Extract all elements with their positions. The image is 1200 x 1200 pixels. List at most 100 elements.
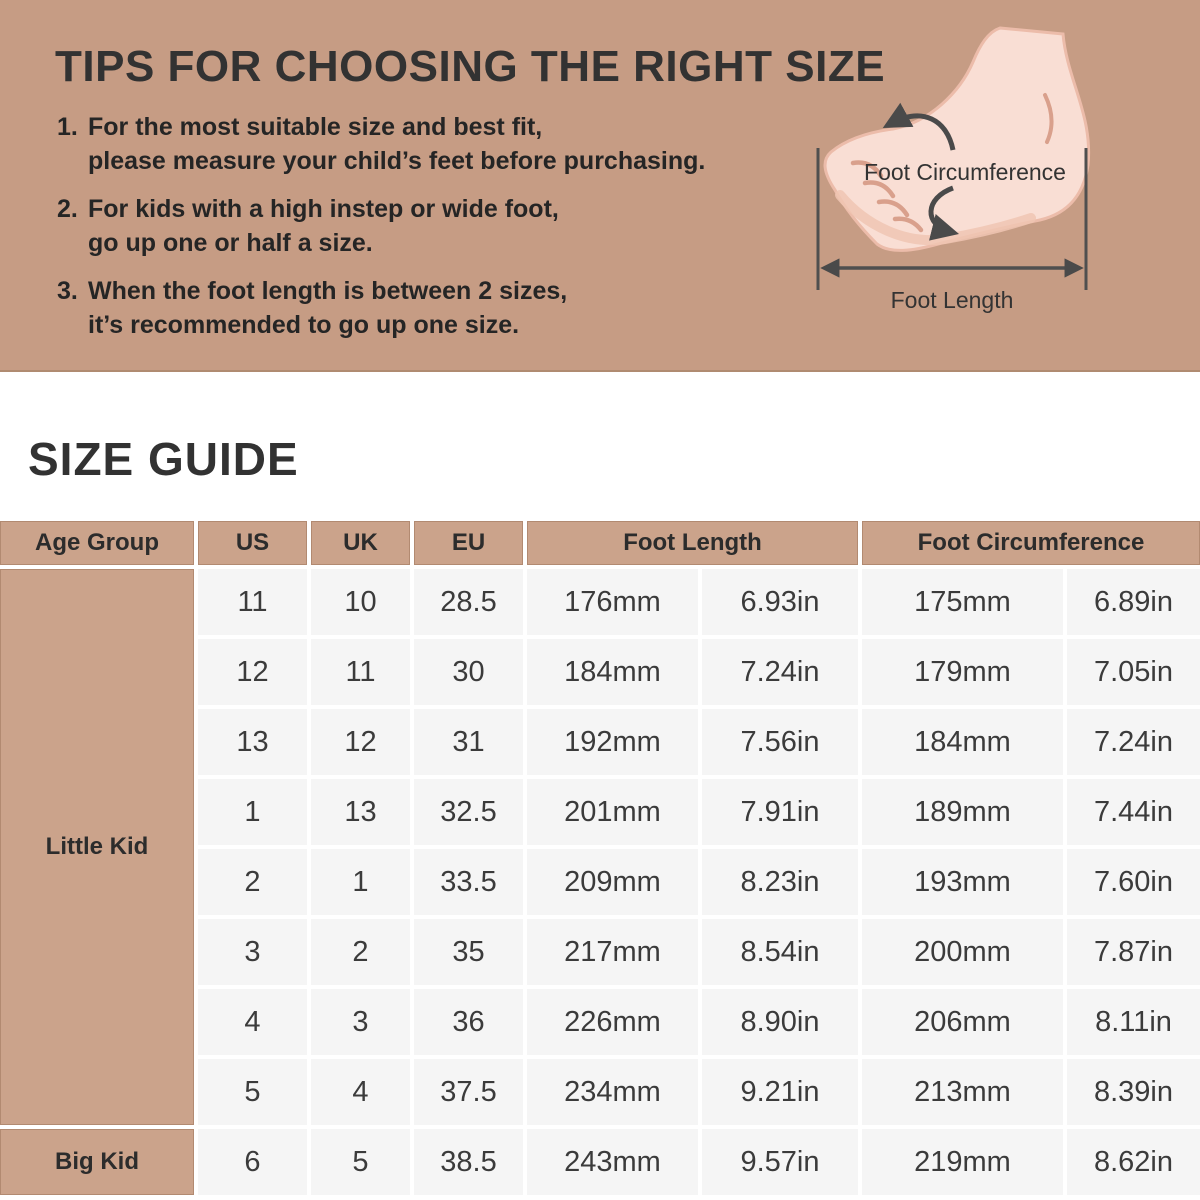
ankle-crease xyxy=(1043,93,1054,144)
tip-number: 1. xyxy=(57,113,78,141)
size-cell-uk: 11 xyxy=(311,639,410,705)
size-cell-foot_circ_mm: 206mm xyxy=(862,989,1063,1055)
size-cell-us: 11 xyxy=(198,569,307,635)
tip-line: please measure your child’s feet before … xyxy=(88,147,706,175)
size-cell-foot_circ_in: 7.05in xyxy=(1067,639,1200,705)
foot-circumference-label: Foot Circumference xyxy=(864,159,1066,185)
tips-section: TIPS FOR CHOOSING THE RIGHT SIZE 1. For … xyxy=(0,0,1200,372)
size-cell-foot_circ_in: 8.62in xyxy=(1067,1129,1200,1195)
table-row: Little Kid 11 10 28.5 176mm 6.93in 175mm 6.89in xyxy=(0,569,1200,1125)
tip-item-3: 3. When the foot length is between 2 siz… xyxy=(57,274,777,342)
size-cell-uk: 2 xyxy=(311,919,410,985)
table-row: 3 2 35 217mm 8.54in 200mm 7.87in xyxy=(0,919,1200,985)
header-us: US xyxy=(198,521,307,565)
size-cell-foot_length_mm: 176mm xyxy=(527,569,698,635)
size-cell-foot_circ_mm: 175mm xyxy=(862,569,1063,635)
size-cell-foot_length_in: 9.21in xyxy=(702,1059,858,1125)
size-cell-us: 1 xyxy=(198,779,307,845)
tip-number: 2. xyxy=(57,195,78,223)
size-cell-uk: 3 xyxy=(311,989,410,1055)
size-cell-foot_length_mm: 209mm xyxy=(527,849,698,915)
size-cell-eu: 33.5 xyxy=(414,849,523,915)
size-cell-eu: 32.5 xyxy=(414,779,523,845)
size-cell-eu: 28.5 xyxy=(414,569,523,635)
size-cell-uk: 10 xyxy=(311,569,410,635)
table-header-row: Age Group US UK EU Foot Length Foot Circ… xyxy=(0,521,1200,565)
size-cell-eu: 30 xyxy=(414,639,523,705)
tip-text: For the most suitable size and best fit,… xyxy=(88,110,705,178)
size-cell-foot_length_in: 7.56in xyxy=(702,709,858,775)
tip-line: For kids with a high instep or wide foot… xyxy=(88,195,559,223)
tip-line: it’s recommended to go up one size. xyxy=(88,311,520,339)
tip-number: 3. xyxy=(57,277,78,305)
size-table: Age Group US UK EU Foot Length Foot Circ… xyxy=(0,517,1200,1199)
size-cell-uk: 5 xyxy=(311,1129,410,1195)
size-cell-foot_circ_mm: 200mm xyxy=(862,919,1063,985)
age-group-cell: Little Kid xyxy=(0,569,194,1125)
header-eu: EU xyxy=(414,521,523,565)
size-cell-foot_length_mm: 192mm xyxy=(527,709,698,775)
size-cell-us: 4 xyxy=(198,989,307,1055)
size-guide-title: SIZE GUIDE xyxy=(28,433,299,485)
tip-line: go up one or half a size. xyxy=(88,229,373,257)
table-row: 5 4 37.5 234mm 9.21in 213mm 8.39in xyxy=(0,1059,1200,1125)
size-cell-foot_length_mm: 234mm xyxy=(527,1059,698,1125)
header-uk: UK xyxy=(311,521,410,565)
tip-text: When the foot length is between 2 sizes,… xyxy=(88,274,567,342)
size-cell-uk: 12 xyxy=(311,709,410,775)
size-cell-us: 3 xyxy=(198,919,307,985)
size-cell-foot_length_mm: 243mm xyxy=(527,1129,698,1195)
length-measurement xyxy=(816,148,1088,290)
size-cell-foot_length_in: 9.57in xyxy=(702,1129,858,1195)
tip-item-2: 2. For kids with a high instep or wide f… xyxy=(57,192,777,260)
size-cell-foot_length_mm: 184mm xyxy=(527,639,698,705)
table-row: Big Kid 6 5 38.5 243mm 9.57in 219mm 8.62in xyxy=(0,1129,1200,1195)
size-cell-foot_length_in: 6.93in xyxy=(702,569,858,635)
table-row: 13 12 31 192mm 7.56in 184mm 7.24in xyxy=(0,709,1200,775)
table-row: 1 13 32.5 201mm 7.91in 189mm 7.44in xyxy=(0,779,1200,845)
tips-title: TIPS FOR CHOOSING THE RIGHT SIZE xyxy=(55,42,886,91)
toe-creases xyxy=(850,160,924,233)
circumference-arrow-top xyxy=(882,102,956,151)
size-cell-uk: 13 xyxy=(311,779,410,845)
size-cell-eu: 37.5 xyxy=(414,1059,523,1125)
foot-measurement-illustration: Foot Circumference Foot Length xyxy=(795,20,1115,320)
size-cell-foot_length_mm: 217mm xyxy=(527,919,698,985)
circumference-arrow-bottom xyxy=(928,185,960,241)
size-cell-foot_circ_mm: 219mm xyxy=(862,1129,1063,1195)
size-cell-us: 6 xyxy=(198,1129,307,1195)
size-cell-us: 2 xyxy=(198,849,307,915)
size-cell-foot_circ_mm: 193mm xyxy=(862,849,1063,915)
size-cell-uk: 1 xyxy=(311,849,410,915)
tip-item-1: 1. For the most suitable size and best f… xyxy=(57,110,777,178)
size-cell-foot_length_in: 7.24in xyxy=(702,639,858,705)
size-cell-eu: 31 xyxy=(414,709,523,775)
size-cell-foot_circ_in: 7.87in xyxy=(1067,919,1200,985)
header-foot-length: Foot Length xyxy=(527,521,858,565)
size-cell-foot_circ_in: 7.24in xyxy=(1067,709,1200,775)
age-group-cell: Big Kid xyxy=(0,1129,194,1195)
size-cell-foot_length_mm: 201mm xyxy=(527,779,698,845)
size-cell-us: 12 xyxy=(198,639,307,705)
size-cell-foot_circ_in: 8.11in xyxy=(1067,989,1200,1055)
size-cell-us: 13 xyxy=(198,709,307,775)
size-cell-foot_length_in: 8.54in xyxy=(702,919,858,985)
size-cell-foot_circ_mm: 179mm xyxy=(862,639,1063,705)
size-cell-foot_circ_mm: 189mm xyxy=(862,779,1063,845)
header-foot-circumference: Foot Circumference xyxy=(862,521,1200,565)
size-guide-section: SIZE GUIDE Age Group US UK EU Foot Lengt… xyxy=(0,372,1200,1198)
size-cell-us: 5 xyxy=(198,1059,307,1125)
size-cell-foot_circ_in: 7.44in xyxy=(1067,779,1200,845)
size-cell-foot_length_in: 8.90in xyxy=(702,989,858,1055)
size-cell-foot_circ_in: 8.39in xyxy=(1067,1059,1200,1125)
header-age-group: Age Group xyxy=(0,521,194,565)
size-cell-foot_length_mm: 226mm xyxy=(527,989,698,1055)
tip-text: For kids with a high instep or wide foot… xyxy=(88,192,559,260)
foot-length-label: Foot Length xyxy=(891,287,1014,313)
size-cell-eu: 36 xyxy=(414,989,523,1055)
foot-diagram-svg: Foot Circumference Foot Length xyxy=(816,26,1091,313)
table-row: 2 1 33.5 209mm 8.23in 193mm 7.60in xyxy=(0,849,1200,915)
size-cell-foot_circ_in: 6.89in xyxy=(1067,569,1200,635)
size-cell-eu: 38.5 xyxy=(414,1129,523,1195)
